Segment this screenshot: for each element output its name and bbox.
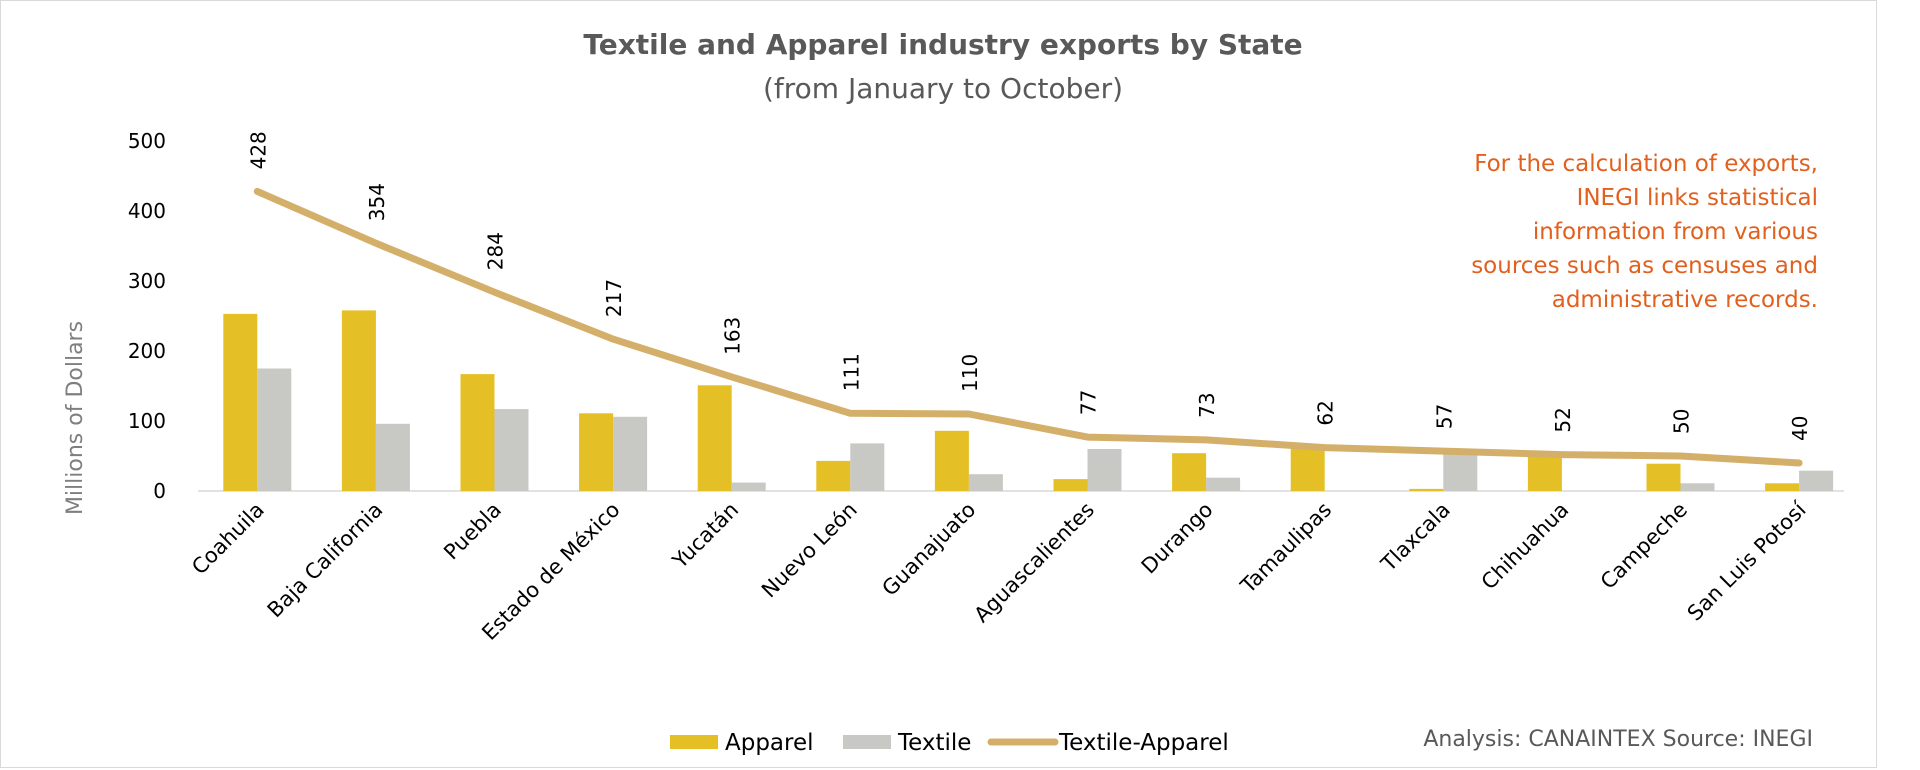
legend-label: Textile	[897, 730, 971, 756]
bar-textile	[1087, 449, 1122, 491]
data-label: 354	[365, 183, 389, 221]
bar-textile	[968, 474, 1003, 491]
data-label: 163	[721, 317, 745, 355]
annotation-line: INEGI links statistical	[1577, 185, 1818, 211]
bar-textile	[1206, 477, 1241, 491]
bar-apparel	[1290, 447, 1325, 491]
category-label: San Luis Potosí	[1683, 497, 1812, 626]
bar-apparel	[341, 310, 376, 491]
category-label: Tlaxcala	[1376, 498, 1455, 577]
data-label: 284	[484, 232, 508, 270]
line-textile-apparel	[253, 187, 1803, 467]
bar-textile	[850, 443, 885, 491]
data-labels: 428 354 284 217 163 111 110 77 73 62 57 52 50 40	[246, 131, 1812, 441]
data-label: 52	[1551, 407, 1575, 432]
legend-label: Textile-Apparel	[1058, 730, 1229, 756]
bar-apparel	[697, 385, 732, 491]
bar-textile	[613, 416, 648, 491]
category-label: Puebla	[439, 498, 506, 565]
bar-apparel	[934, 430, 969, 491]
legend-label: Apparel	[725, 730, 814, 756]
category-label: Durango	[1137, 498, 1218, 579]
legend-item-apparel: Apparel	[670, 730, 814, 756]
category-label: Chihuahua	[1477, 498, 1574, 595]
bar-textile	[1443, 453, 1478, 491]
bar-apparel	[1765, 483, 1800, 491]
y-axis-label: Millions of Dollars	[63, 321, 88, 515]
category-label: Campeche	[1596, 498, 1692, 594]
chart-frame: Textile and Apparel industry exports by …	[0, 0, 1877, 768]
annotation-line: administrative records.	[1552, 287, 1818, 313]
bar-apparel	[460, 374, 495, 491]
y-tick-label: 500	[128, 129, 166, 153]
data-label: 62	[1314, 400, 1338, 425]
bar-apparel	[816, 460, 851, 491]
y-tick-label: 300	[128, 269, 166, 293]
annotation-note: For the calculation of exports, INEGI lin…	[1471, 151, 1818, 313]
annotation-line: sources such as censuses and	[1471, 253, 1818, 279]
bar-apparel	[1527, 454, 1562, 491]
data-label: 110	[958, 354, 982, 392]
chart-title: Textile and Apparel industry exports by …	[583, 28, 1302, 61]
bar-apparel	[579, 413, 614, 491]
category-label: Yucatán	[667, 498, 743, 574]
y-tick-label: 100	[128, 409, 166, 433]
y-tick-label: 0	[153, 479, 166, 503]
y-axis-ticks: 0 100 200 300 400 500	[128, 129, 166, 503]
annotation-line: information from various	[1533, 219, 1818, 245]
data-label: 428	[246, 131, 270, 169]
bar-textile	[1799, 470, 1834, 491]
data-label: 40	[1788, 416, 1812, 441]
source-credit: Analysis: CANAINTEX Source: INEGI	[1423, 727, 1813, 752]
bar-textile	[494, 409, 529, 491]
bar-apparel	[223, 313, 258, 491]
category-label: Nuevo León	[757, 498, 862, 603]
legend-item-textile-apparel: Textile-Apparel	[987, 730, 1229, 756]
bar-apparel	[1053, 479, 1088, 491]
bar-textile	[1680, 483, 1715, 491]
y-tick-label: 400	[128, 199, 166, 223]
data-label: 73	[1195, 392, 1219, 417]
data-label: 217	[602, 279, 626, 317]
category-label: Coahuila	[187, 498, 269, 580]
legend-item-textile: Textile	[843, 730, 971, 756]
data-label: 111	[839, 353, 863, 391]
category-label: Aguascalientes	[969, 498, 1099, 628]
bar-textile	[257, 368, 292, 491]
bars	[223, 310, 1834, 491]
category-label: Guanajuato	[877, 498, 980, 601]
category-label: Tamaulipas	[1235, 498, 1336, 599]
legend-swatch	[670, 735, 718, 749]
data-label: 50	[1670, 409, 1694, 434]
chart-svg: Textile and Apparel industry exports by …	[63, 28, 1844, 756]
category-label: Baja California	[263, 498, 388, 623]
bar-textile	[375, 423, 410, 491]
legend-swatch	[843, 735, 891, 749]
bar-apparel	[1409, 488, 1444, 491]
legend: Apparel Textile Textile-Apparel	[670, 730, 1229, 756]
total-line	[253, 187, 1803, 467]
chart-subtitle: (from January to October)	[763, 72, 1123, 105]
bar-apparel	[1172, 453, 1207, 491]
bar-textile	[731, 482, 766, 491]
data-label: 57	[1432, 404, 1456, 429]
data-label: 77	[1077, 390, 1101, 415]
annotation-line: For the calculation of exports,	[1474, 151, 1818, 177]
bar-apparel	[1646, 463, 1681, 491]
y-tick-label: 200	[128, 339, 166, 363]
